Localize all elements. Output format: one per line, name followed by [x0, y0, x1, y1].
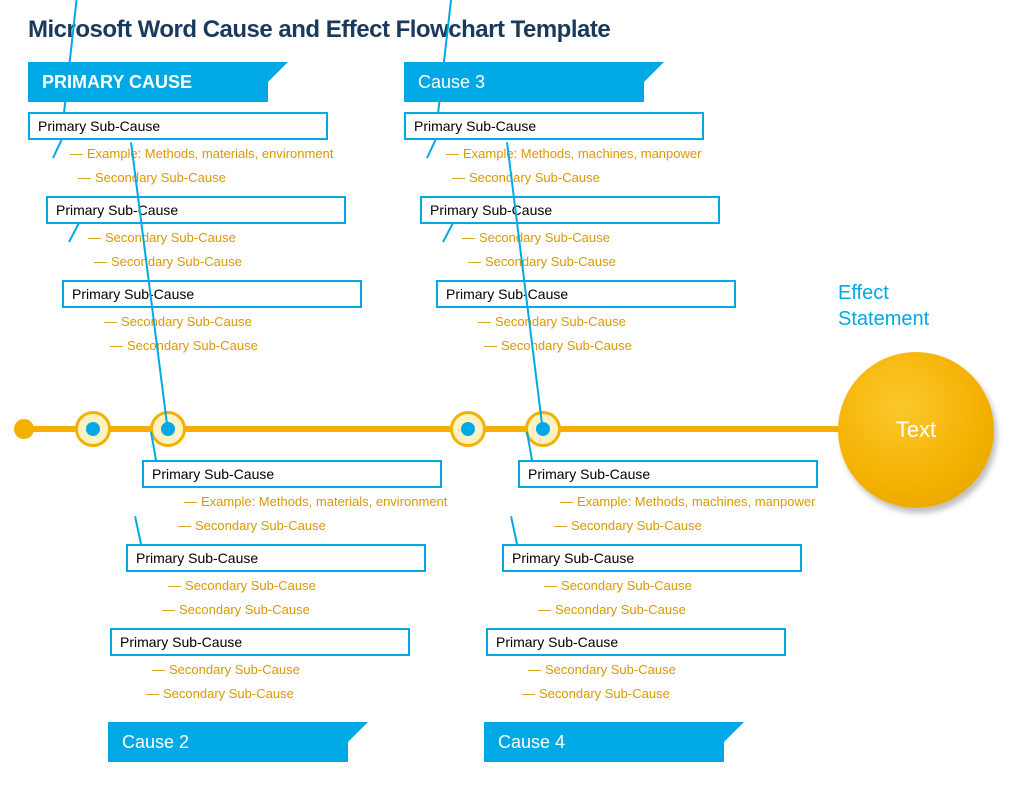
- secondary-sub-cause: —Secondary Sub-Cause: [528, 662, 676, 677]
- secondary-sub-cause: —Secondary Sub-Cause: [484, 338, 632, 353]
- effect-circle-text: Text: [896, 417, 936, 443]
- sub-cause-box: Primary Sub-Cause: [486, 628, 786, 656]
- cause-flag-primary-cause: PRIMARY CAUSE: [28, 62, 268, 102]
- secondary-sub-cause: —Secondary Sub-Cause: [94, 254, 242, 269]
- sub-cause-box: Primary Sub-Cause: [420, 196, 720, 224]
- fishbone-spine: [20, 426, 840, 432]
- secondary-sub-cause: —Secondary Sub-Cause: [162, 602, 310, 617]
- cause-flag-cause-3: Cause 3: [404, 62, 644, 102]
- sub-cause-box: Primary Sub-Cause: [436, 280, 736, 308]
- effect-circle: Text: [838, 352, 994, 508]
- secondary-sub-cause: —Secondary Sub-Cause: [168, 578, 316, 593]
- sub-cause-box: Primary Sub-Cause: [28, 112, 328, 140]
- spine-node: [75, 411, 111, 447]
- secondary-sub-cause: —Secondary Sub-Cause: [104, 314, 252, 329]
- sub-cause-box: Primary Sub-Cause: [502, 544, 802, 572]
- secondary-sub-cause: —Secondary Sub-Cause: [110, 338, 258, 353]
- sub-cause-box: Primary Sub-Cause: [518, 460, 818, 488]
- sub-cause-box: Primary Sub-Cause: [46, 196, 346, 224]
- secondary-sub-cause: —Secondary Sub-Cause: [478, 314, 626, 329]
- fishbone-spine-cap: [14, 419, 34, 439]
- secondary-sub-cause: —Secondary Sub-Cause: [462, 230, 610, 245]
- effect-label: EffectStatement: [838, 280, 929, 332]
- secondary-sub-cause: —Secondary Sub-Cause: [146, 686, 294, 701]
- secondary-sub-cause: —Secondary Sub-Cause: [468, 254, 616, 269]
- spine-node: [450, 411, 486, 447]
- secondary-sub-cause: —Secondary Sub-Cause: [88, 230, 236, 245]
- page-title: Microsoft Word Cause and Effect Flowchar…: [28, 16, 610, 44]
- secondary-sub-cause: —Example: Methods, machines, manpower: [446, 146, 701, 161]
- cause-flag-cause-2: Cause 2: [108, 722, 348, 762]
- sub-cause-box: Primary Sub-Cause: [62, 280, 362, 308]
- secondary-sub-cause: —Secondary Sub-Cause: [522, 686, 670, 701]
- secondary-sub-cause: —Example: Methods, materials, environmen…: [184, 494, 447, 509]
- sub-cause-box: Primary Sub-Cause: [110, 628, 410, 656]
- secondary-sub-cause: —Secondary Sub-Cause: [544, 578, 692, 593]
- secondary-sub-cause: —Example: Methods, materials, environmen…: [70, 146, 333, 161]
- secondary-sub-cause: —Secondary Sub-Cause: [78, 170, 226, 185]
- secondary-sub-cause: —Secondary Sub-Cause: [152, 662, 300, 677]
- secondary-sub-cause: —Example: Methods, machines, manpower: [560, 494, 815, 509]
- secondary-sub-cause: —Secondary Sub-Cause: [538, 602, 686, 617]
- sub-cause-box: Primary Sub-Cause: [126, 544, 426, 572]
- sub-cause-box: Primary Sub-Cause: [142, 460, 442, 488]
- secondary-sub-cause: —Secondary Sub-Cause: [554, 518, 702, 533]
- secondary-sub-cause: —Secondary Sub-Cause: [452, 170, 600, 185]
- cause-flag-cause-4: Cause 4: [484, 722, 724, 762]
- sub-cause-box: Primary Sub-Cause: [404, 112, 704, 140]
- secondary-sub-cause: —Secondary Sub-Cause: [178, 518, 326, 533]
